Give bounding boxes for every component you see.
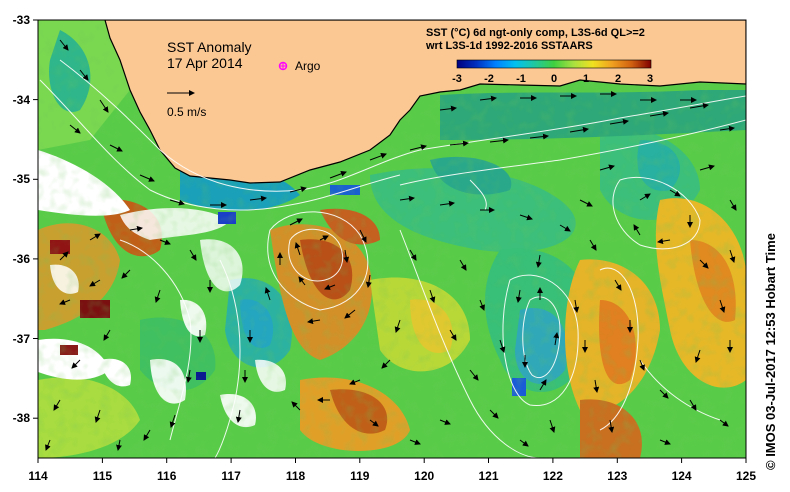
- x-tick-label: 116: [157, 469, 177, 483]
- y-tick-label: -33: [13, 13, 31, 27]
- argo-marker-icon: [278, 61, 288, 71]
- x-tick-label: 117: [221, 469, 241, 483]
- colorbar-tick-label: -1: [516, 73, 526, 85]
- map-title: SST Anomaly: [167, 39, 252, 55]
- y-tick-label: -36: [13, 252, 31, 266]
- x-tick-label: 125: [736, 469, 756, 483]
- colorbar-labels: -3 -2 -1 0 1 2 3: [452, 73, 653, 85]
- colorbar: [456, 59, 652, 69]
- x-axis-labels: 114 115 116 117 118 119 120 121 122 123 …: [28, 469, 756, 483]
- x-axis: [37, 458, 747, 463]
- y-axis-labels: -33 -34 -35 -36 -37 -38: [13, 13, 31, 425]
- colorbar-tick-label: 2: [615, 73, 621, 85]
- sst-field: [38, 20, 746, 458]
- velocity-arrows: [45, 39, 737, 451]
- x-tick-label: 118: [286, 469, 306, 483]
- colorbar-tick-label: 3: [647, 73, 653, 85]
- x-tick-label: 121: [478, 469, 498, 483]
- colorbar-tick-label: 0: [551, 73, 557, 85]
- colorbar-tick-label: -2: [484, 73, 494, 85]
- y-tick-label: -37: [13, 332, 31, 346]
- x-tick-label: 114: [28, 469, 48, 483]
- y-axis: [33, 19, 38, 419]
- argo-label: Argo: [295, 59, 321, 73]
- x-tick-label: 122: [543, 469, 563, 483]
- colorbar-tick-label: 1: [583, 73, 589, 85]
- x-tick-label: 123: [607, 469, 627, 483]
- map-date: 17 Apr 2014: [167, 55, 243, 71]
- x-tick-label: 120: [414, 469, 434, 483]
- contour-lines: [39, 59, 746, 458]
- x-tick-label: 124: [672, 469, 692, 483]
- y-tick-label: -34: [13, 93, 31, 107]
- x-tick-label: 119: [350, 469, 370, 483]
- colorbar-tick-label: -3: [452, 73, 462, 85]
- scale-label: 0.5 m/s: [167, 105, 206, 119]
- product-reference: wrt L3S-1d 1992-2016 SSTAARS: [425, 40, 593, 52]
- x-tick-label: 115: [93, 469, 113, 483]
- product-description: SST (°C) 6d ngt-only comp, L3S-6d QL>=2: [426, 27, 645, 39]
- y-tick-label: -35: [13, 172, 31, 186]
- credit-text: © IMOS 03-Jul-2017 12:53 Hobart Time: [763, 233, 778, 470]
- y-tick-label: -38: [13, 411, 31, 425]
